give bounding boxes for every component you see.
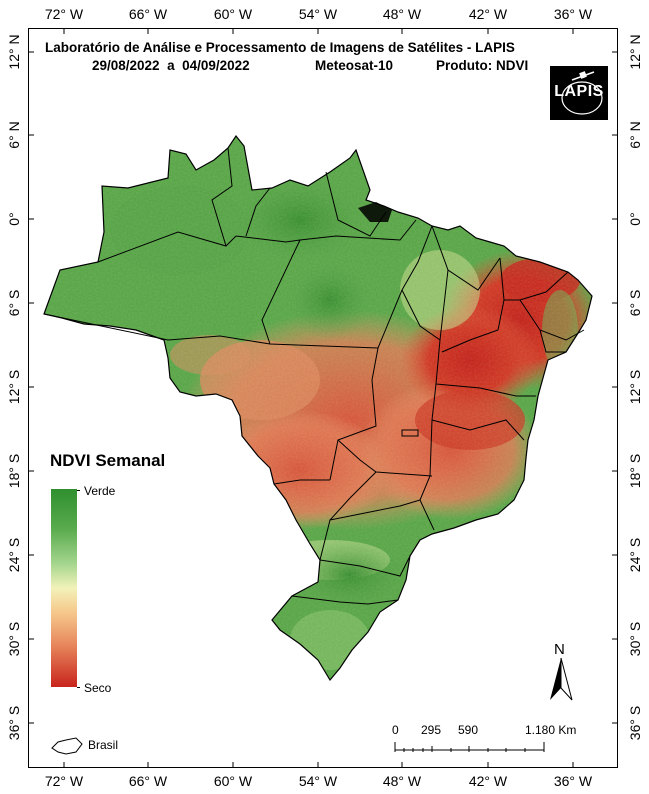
lon-tick-top: 42° W	[468, 6, 508, 22]
map-title: Laboratório de Análise e Processamento d…	[45, 40, 515, 55]
map-product: Produto: NDVI	[436, 58, 529, 73]
lon-tick-bottom: 54° W	[298, 773, 338, 789]
scale-label: 295	[421, 723, 442, 737]
scale-label: 590	[458, 723, 479, 737]
brasil-legend-label: Brasil	[88, 738, 119, 752]
lon-tick-bottom: 36° W	[553, 773, 593, 789]
lon-tick-top: 72° W	[44, 6, 84, 22]
lon-tick-top: 36° W	[553, 6, 593, 22]
ndvi-colorbar	[51, 489, 77, 687]
legend-title: NDVI Semanal	[50, 451, 166, 470]
scale-bar	[394, 742, 545, 752]
scale-label: 1.180 Km	[525, 723, 577, 737]
map-sensor: Meteosat-10	[315, 58, 394, 73]
map-dates: 29/08/2022 a 04/09/2022	[92, 58, 250, 73]
satellite-icon	[561, 71, 603, 115]
colorbar-high-label: Verde	[84, 484, 116, 498]
lon-tick-bottom: 48° W	[382, 773, 422, 789]
lon-tick-bottom: 60° W	[213, 773, 253, 789]
lon-tick-bottom: 72° W	[44, 773, 84, 789]
north-label: N	[554, 641, 565, 658]
lon-tick-top: 60° W	[213, 6, 253, 22]
map-frame	[28, 28, 618, 768]
lapis-logo: LAPIS	[550, 66, 608, 120]
lon-tick-top: 48° W	[382, 6, 422, 22]
colorbar-tick	[77, 490, 80, 491]
lon-tick-top: 66° W	[128, 6, 168, 22]
lon-tick-bottom: 66° W	[128, 773, 168, 789]
north-arrow-icon	[550, 657, 573, 701]
lon-tick-top: 54° W	[298, 6, 338, 22]
colorbar-tick	[77, 687, 80, 688]
brasil-outline-icon	[51, 737, 83, 755]
colorbar-low-label: Seco	[84, 681, 112, 695]
logo-text: LAPIS	[554, 83, 604, 100]
scale-label: 0	[392, 723, 399, 737]
lon-tick-bottom: 42° W	[468, 773, 508, 789]
